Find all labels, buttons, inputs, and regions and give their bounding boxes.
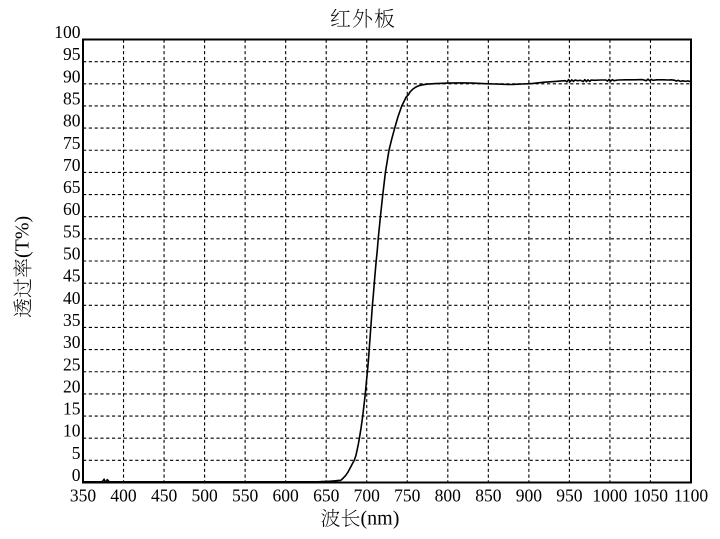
svg-text:80: 80 [63,111,81,131]
svg-text:500: 500 [191,486,218,506]
svg-text:45: 45 [63,266,81,286]
svg-text:50: 50 [63,244,81,264]
svg-text:0: 0 [72,465,81,485]
svg-text:30: 30 [63,332,81,352]
svg-text:850: 850 [475,486,502,506]
svg-text:1050: 1050 [633,486,668,506]
svg-text:550: 550 [232,486,259,506]
svg-text:95: 95 [63,44,81,64]
svg-text:70: 70 [63,155,81,175]
svg-text:1100: 1100 [674,486,709,506]
svg-text:55: 55 [63,221,81,241]
svg-text:650: 650 [313,486,340,506]
svg-text:25: 25 [63,354,81,374]
svg-text:400: 400 [110,486,137,506]
svg-text:75: 75 [63,133,81,153]
svg-text:5: 5 [72,443,81,463]
svg-text:(T%): (T%) [12,216,34,258]
svg-text:40: 40 [63,288,81,308]
svg-text:10: 10 [63,421,81,441]
svg-text:450: 450 [151,486,178,506]
svg-text:60: 60 [63,199,81,219]
svg-text:35: 35 [63,310,81,330]
svg-text:20: 20 [63,376,81,396]
svg-text:350: 350 [70,486,97,506]
svg-text:15: 15 [63,399,81,419]
svg-text:100: 100 [54,22,81,42]
svg-text:900: 900 [516,486,543,506]
svg-text:1000: 1000 [592,486,627,506]
svg-text:600: 600 [273,486,300,506]
svg-text:(nm): (nm) [361,508,400,530]
svg-text:700: 700 [354,486,381,506]
svg-text:800: 800 [435,486,462,506]
svg-text:85: 85 [63,88,81,108]
svg-text:750: 750 [394,486,421,506]
svg-text:65: 65 [63,177,81,197]
svg-text:90: 90 [63,66,81,86]
svg-text:950: 950 [556,486,583,506]
